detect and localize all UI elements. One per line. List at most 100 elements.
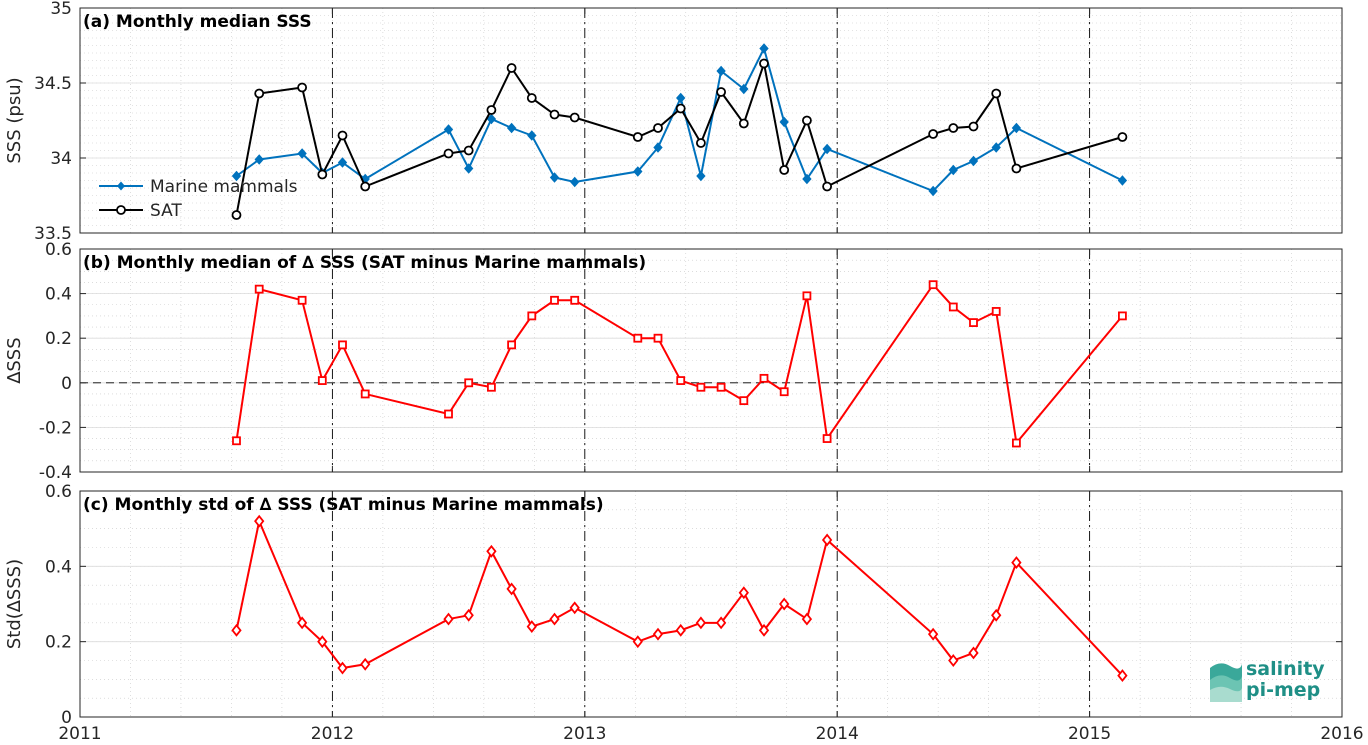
panel-b: -0.4 -0.2 0 0.2 0.4 0.6 ∆SSS (b) Monthly median… (4, 240, 1343, 483)
data-point (991, 307, 1001, 316)
data-point (928, 185, 938, 197)
data-point (991, 88, 1002, 99)
data-point (968, 121, 979, 132)
data-point (549, 172, 560, 183)
data-point (507, 340, 517, 350)
series-line (235, 517, 1124, 677)
panel-title: (c) Monthly std of ∆ SSS (SAT minus Mari… (83, 495, 604, 515)
data-point (779, 597, 790, 611)
data-point (696, 170, 706, 182)
data-point (968, 646, 979, 660)
data-point (715, 616, 727, 630)
data-point (254, 154, 264, 165)
data-point (1118, 311, 1127, 321)
data-point (570, 295, 580, 305)
data-point (802, 291, 812, 301)
data-point (991, 608, 1002, 622)
data-point (360, 657, 371, 671)
y-tick-label: 0.4 (45, 557, 72, 577)
data-point (716, 87, 726, 97)
data-point (570, 176, 580, 188)
data-point (738, 586, 749, 600)
data-point (716, 382, 726, 392)
logo-line1: salinity (1246, 658, 1325, 680)
data-point (822, 181, 833, 192)
x-tick-label: 2014 (816, 724, 859, 744)
data-point (991, 142, 1001, 153)
data-point (527, 311, 537, 321)
data-point (696, 138, 706, 148)
data-point (675, 103, 686, 114)
data-point (569, 601, 580, 615)
data-point (676, 92, 686, 104)
data-point (337, 157, 348, 168)
x-tick-label: 2016 (1320, 724, 1363, 744)
data-point (506, 582, 517, 596)
data-point (676, 376, 686, 385)
data-point (802, 173, 812, 185)
data-point (297, 295, 307, 305)
panel-title: (a) Monthly median SSS (83, 12, 312, 32)
data-point (506, 122, 517, 134)
data-point (550, 295, 559, 305)
data-point (506, 63, 517, 73)
data-point (443, 124, 454, 135)
data-point (444, 409, 453, 419)
data-point (695, 616, 707, 630)
data-point (779, 116, 789, 128)
axes-frame (79, 7, 1343, 234)
data-point (526, 93, 537, 103)
data-point (632, 635, 643, 649)
data-point (487, 382, 496, 392)
y-tick-label: 0.2 (45, 633, 72, 653)
data-point (254, 514, 265, 528)
data-point (779, 165, 790, 175)
series-line (235, 45, 1123, 193)
x-tick-label: 2012 (311, 724, 354, 744)
data-point (337, 130, 348, 141)
data-point (569, 112, 580, 123)
data-point (739, 396, 749, 406)
panel-c: 0 0.2 0.4 0.6 2011 2012 2013 2014 2015 2016 Std(∆S… (4, 482, 1364, 744)
data-point (738, 118, 749, 129)
data-point (779, 387, 789, 397)
data-point (1011, 556, 1022, 570)
data-point (486, 544, 497, 558)
data-point (1011, 122, 1022, 134)
data-point (297, 82, 308, 93)
data-point (317, 635, 328, 649)
legend-label: SAT (150, 201, 182, 221)
data-point (633, 333, 643, 343)
data-point (802, 115, 812, 126)
series-line (235, 59, 1123, 216)
y-tick-label: 0.4 (45, 285, 72, 305)
data-point (231, 623, 242, 637)
data-point (232, 436, 241, 446)
data-point (549, 612, 560, 626)
data-point (549, 109, 560, 120)
data-point (254, 284, 264, 294)
data-point (1012, 438, 1021, 448)
data-point (928, 129, 939, 139)
data-point (653, 123, 663, 133)
series-delta-2 (231, 514, 1128, 683)
y-tick-label: 33.5 (34, 224, 72, 244)
y-tick-label: -0.2 (39, 418, 72, 438)
data-point (443, 148, 454, 159)
data-point (759, 373, 769, 383)
y-tick-label: 0.2 (45, 329, 72, 349)
data-point (337, 661, 348, 675)
data-point (653, 333, 663, 343)
data-point (696, 382, 706, 392)
axes-frame (79, 490, 1343, 718)
data-point (526, 620, 537, 634)
y-tick-label: -0.4 (39, 463, 72, 483)
data-point (758, 623, 770, 637)
data-point (527, 130, 537, 141)
data-point (928, 280, 938, 290)
data-point (297, 148, 307, 159)
series-sat (231, 58, 1128, 220)
data-point (1117, 669, 1128, 683)
data-point (675, 623, 686, 637)
